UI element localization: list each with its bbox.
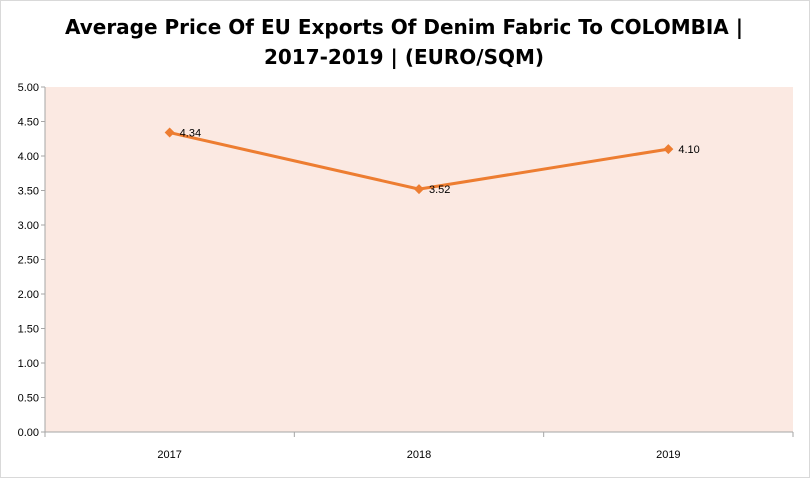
y-tick-label: 1.00 — [18, 358, 39, 370]
y-tick-label: 3.50 — [18, 186, 39, 198]
y-tick-label: 5.00 — [18, 82, 39, 94]
x-tick-label: 2018 — [407, 449, 431, 461]
y-tick-label: 0.50 — [18, 393, 39, 405]
x-tick-label: 2017 — [157, 449, 181, 461]
data-label: 4.10 — [678, 144, 699, 156]
chart-title: Average Price Of EU Exports Of Denim Fab… — [0, 12, 808, 72]
data-label: 4.34 — [180, 128, 201, 140]
chart-title-line-2: 2017-2019 | (EURO/SQM) — [263, 45, 545, 69]
data-point-marker — [663, 144, 674, 155]
data-label: 3.52 — [429, 184, 450, 196]
y-tick-label: 2.00 — [18, 289, 39, 301]
y-tick-label: 2.50 — [18, 255, 39, 267]
plot-area — [45, 87, 793, 432]
y-tick-label: 3.00 — [18, 220, 39, 232]
data-point-marker — [414, 184, 424, 195]
y-tick-label: 4.00 — [18, 151, 39, 163]
y-tick-label: 0.00 — [18, 427, 39, 439]
y-tick-label: 1.50 — [18, 324, 39, 336]
data-point-marker — [164, 127, 175, 138]
chart-title-line-1: Average Price Of EU Exports Of Denim Fab… — [64, 15, 744, 39]
x-tick-label: 2019 — [656, 449, 680, 461]
y-tick-label: 4.50 — [18, 117, 39, 129]
